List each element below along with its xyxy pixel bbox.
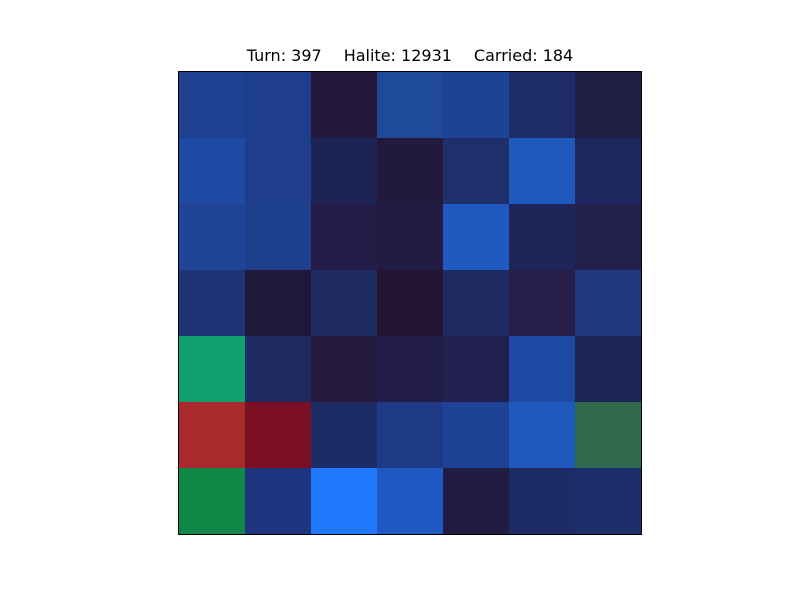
board-cell [245,204,311,270]
board-cell [509,138,575,204]
board-cell [179,204,245,270]
board-cell [575,204,641,270]
board-cell [443,270,509,336]
board-cell [575,72,641,138]
board-cell [245,336,311,402]
board-cell [575,402,641,468]
board-cell [575,468,641,534]
board-cell [443,468,509,534]
board-cell [509,270,575,336]
board-cell [509,204,575,270]
board-cell [311,270,377,336]
board-cell [179,138,245,204]
halite-counter: Halite: 12931 [343,46,452,65]
turn-counter: Turn: 397 [246,46,322,65]
board-cell [443,402,509,468]
board-cell [245,72,311,138]
board-cell [179,336,245,402]
board-cell [245,402,311,468]
board-cell [377,402,443,468]
board-cell [377,336,443,402]
board-cell [575,270,641,336]
board-cell [509,468,575,534]
board-cell [179,72,245,138]
board-cell [575,336,641,402]
board-cell [377,138,443,204]
board-cell [509,72,575,138]
board-cell [377,270,443,336]
board-cell [443,336,509,402]
board-cell [311,204,377,270]
board-cell [311,72,377,138]
board-cell [311,468,377,534]
board-cell [443,138,509,204]
board-cell [575,138,641,204]
board-cell [377,72,443,138]
board-cell [245,138,311,204]
status-bar: Turn: 397 Halite: 12931 Carried: 184 [0,46,800,65]
board-cell [179,270,245,336]
carried-counter: Carried: 184 [473,46,574,65]
board-cell [311,138,377,204]
board-cell [311,402,377,468]
board-cell [179,402,245,468]
board-cell [311,336,377,402]
board-cell [179,468,245,534]
board-cell [443,72,509,138]
board-cell [509,336,575,402]
board-cell [443,204,509,270]
board-cell [245,270,311,336]
board-cell [377,468,443,534]
board-cell [245,468,311,534]
board-cell [377,204,443,270]
board-cell [509,402,575,468]
game-board [178,71,642,535]
